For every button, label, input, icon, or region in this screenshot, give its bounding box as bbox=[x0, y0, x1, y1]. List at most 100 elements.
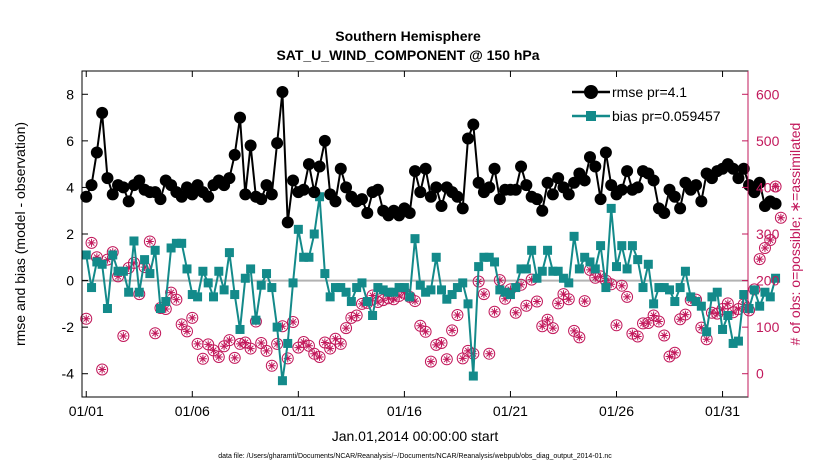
obs-assimilated-point bbox=[204, 340, 213, 349]
obs-assimilated-point bbox=[294, 343, 303, 352]
obs-assimilated-point bbox=[495, 276, 504, 285]
bias-point bbox=[330, 283, 340, 293]
bias-point bbox=[145, 269, 155, 279]
bias-point bbox=[336, 283, 346, 293]
rmse-point bbox=[175, 190, 188, 203]
bias-point bbox=[134, 287, 144, 297]
obs-possible-point bbox=[753, 253, 766, 266]
bias-point bbox=[511, 283, 521, 293]
bias-point bbox=[468, 371, 478, 381]
obs-possible-point bbox=[488, 305, 501, 318]
obs-assimilated-point bbox=[342, 324, 351, 333]
obs-possible-point bbox=[483, 347, 496, 360]
obs-assimilated-point bbox=[485, 349, 494, 358]
obs-possible-point bbox=[419, 325, 432, 338]
bias-point bbox=[118, 266, 128, 276]
bias-point bbox=[203, 278, 213, 288]
obs-assimilated-point bbox=[267, 361, 276, 370]
bias-point bbox=[267, 283, 277, 293]
obs-assimilated-point bbox=[283, 354, 292, 363]
y-left-tick-label: -4 bbox=[62, 366, 75, 382]
bias-point bbox=[187, 290, 197, 300]
y-axis-right-label: # of obs: o=possible; ∗=assimilated bbox=[787, 123, 803, 346]
y-left-tick-label: 8 bbox=[66, 86, 74, 102]
rmse-point bbox=[308, 186, 321, 199]
rmse-point bbox=[85, 179, 98, 192]
rmse-point bbox=[520, 179, 533, 192]
y-axis-left-label: rmse and bias (model - observation) bbox=[12, 122, 28, 346]
y-right-tick-label: 300 bbox=[756, 226, 780, 242]
data-file-footnote: data file: /Users/gharamti/Documents/NCA… bbox=[218, 453, 612, 460]
obs-possible-point bbox=[562, 293, 575, 306]
obs-assimilated-point bbox=[167, 288, 176, 297]
rmse-point bbox=[409, 165, 421, 178]
bias-point bbox=[479, 252, 489, 262]
rmse-point bbox=[483, 181, 496, 194]
obs-possible-point bbox=[196, 352, 209, 365]
obs-assimilated-point bbox=[596, 272, 605, 281]
obs-possible-point bbox=[679, 308, 692, 321]
rmse-point bbox=[106, 188, 119, 201]
rmse-point bbox=[281, 216, 294, 229]
bias-point bbox=[627, 241, 637, 251]
obs-assimilated-point bbox=[220, 342, 229, 351]
rmse-point bbox=[297, 183, 310, 196]
obs-assimilated-point bbox=[771, 182, 780, 191]
bias-point bbox=[256, 280, 266, 290]
obs-possible-point bbox=[764, 234, 777, 247]
obs-assimilated-point bbox=[411, 297, 419, 306]
bias-point bbox=[733, 336, 743, 346]
obs-possible-point bbox=[244, 342, 257, 355]
obs-assimilated-point bbox=[665, 352, 674, 361]
rmse-point bbox=[101, 172, 114, 185]
bias-point bbox=[702, 327, 712, 337]
bias-point bbox=[389, 287, 399, 297]
rmse-point bbox=[674, 202, 687, 215]
rmse-point bbox=[594, 193, 607, 206]
bias-point bbox=[214, 266, 224, 276]
obs-possible-point bbox=[265, 359, 278, 372]
bias-point bbox=[309, 229, 319, 239]
obs-possible-point bbox=[652, 315, 665, 328]
rmse-point bbox=[621, 165, 634, 178]
bias-point bbox=[362, 297, 372, 307]
obs-assimilated-point bbox=[299, 338, 308, 347]
obs-assimilated-point bbox=[389, 295, 398, 304]
obs-assimilated-point bbox=[225, 336, 234, 345]
obs-assimilated-point bbox=[161, 304, 170, 313]
bias-point bbox=[198, 266, 208, 276]
rmse-point bbox=[568, 176, 581, 189]
obs-possible-point bbox=[180, 325, 193, 338]
legend-box bbox=[570, 78, 742, 132]
bias-point bbox=[415, 280, 425, 290]
rmse-point bbox=[117, 181, 130, 194]
bias-point bbox=[696, 301, 706, 311]
obs-assimilated-point bbox=[304, 341, 313, 350]
rmse-point bbox=[202, 190, 215, 203]
obs-assimilated-point bbox=[617, 281, 626, 290]
rmse-point bbox=[287, 174, 300, 187]
rmse-point bbox=[456, 202, 469, 215]
obs-possible-point bbox=[127, 256, 140, 269]
bias-point bbox=[712, 287, 722, 297]
chart-title: Southern Hemisphere bbox=[335, 28, 481, 44]
obs-assimilated-point bbox=[644, 318, 653, 327]
bias-point bbox=[744, 304, 754, 314]
obs-assimilated-point bbox=[506, 285, 515, 294]
obs-assimilated-point bbox=[517, 280, 526, 289]
bias-point bbox=[686, 292, 696, 302]
obs-assimilated-point bbox=[373, 297, 382, 306]
rmse-point bbox=[430, 181, 443, 194]
obs-possible-point bbox=[117, 329, 130, 342]
bias-point bbox=[431, 252, 441, 262]
rmse-point bbox=[419, 162, 432, 175]
bias-point bbox=[368, 311, 378, 320]
bias-point bbox=[124, 287, 134, 297]
rmse-point bbox=[536, 204, 549, 217]
bias-point bbox=[140, 255, 150, 265]
bias-point bbox=[383, 287, 393, 297]
bias-point bbox=[765, 292, 775, 302]
bias-point bbox=[537, 266, 547, 276]
obs-possible-point bbox=[530, 295, 543, 308]
y-right-tick-label: 400 bbox=[756, 179, 780, 195]
